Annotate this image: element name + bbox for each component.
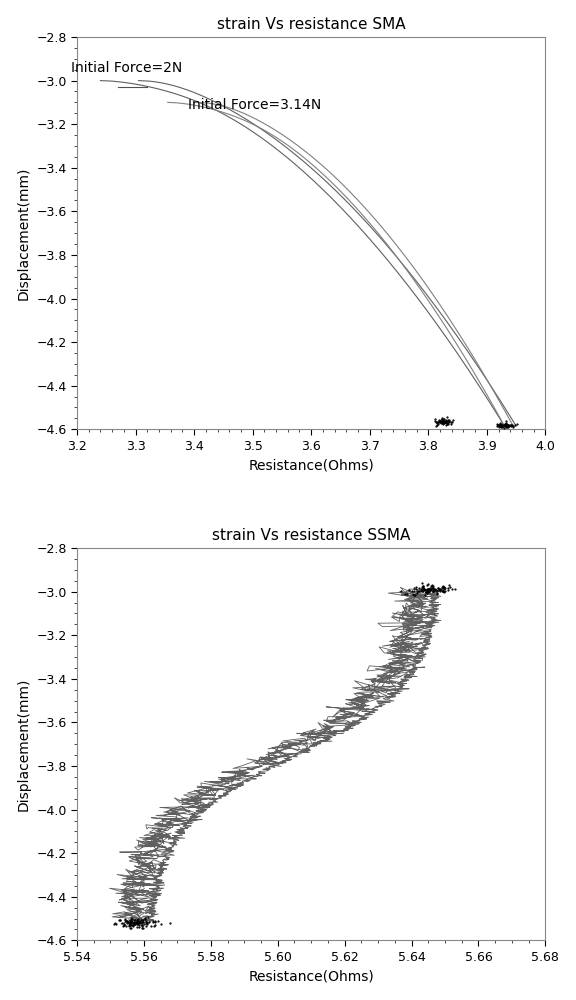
X-axis label: Resistance(Ohms): Resistance(Ohms) — [248, 458, 374, 472]
Title: strain Vs resistance SSMA: strain Vs resistance SSMA — [212, 528, 410, 543]
Y-axis label: Displacement(mm): Displacement(mm) — [17, 678, 31, 811]
Text: Initial Force=2N: Initial Force=2N — [71, 61, 183, 75]
Y-axis label: Displacement(mm): Displacement(mm) — [17, 166, 31, 300]
Title: strain Vs resistance SMA: strain Vs resistance SMA — [217, 17, 406, 32]
Text: Initial Force=3.14N: Initial Force=3.14N — [188, 98, 321, 112]
X-axis label: Resistance(Ohms): Resistance(Ohms) — [248, 969, 374, 983]
